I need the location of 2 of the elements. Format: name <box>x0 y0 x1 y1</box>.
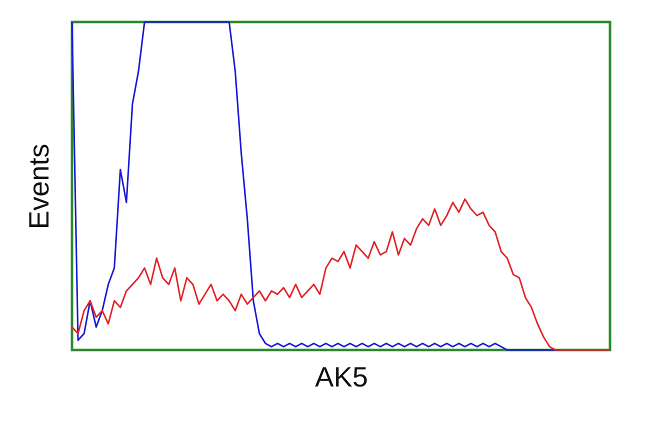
y-axis-title: Events <box>24 144 54 230</box>
x-axis-title: AK5 <box>315 362 368 392</box>
